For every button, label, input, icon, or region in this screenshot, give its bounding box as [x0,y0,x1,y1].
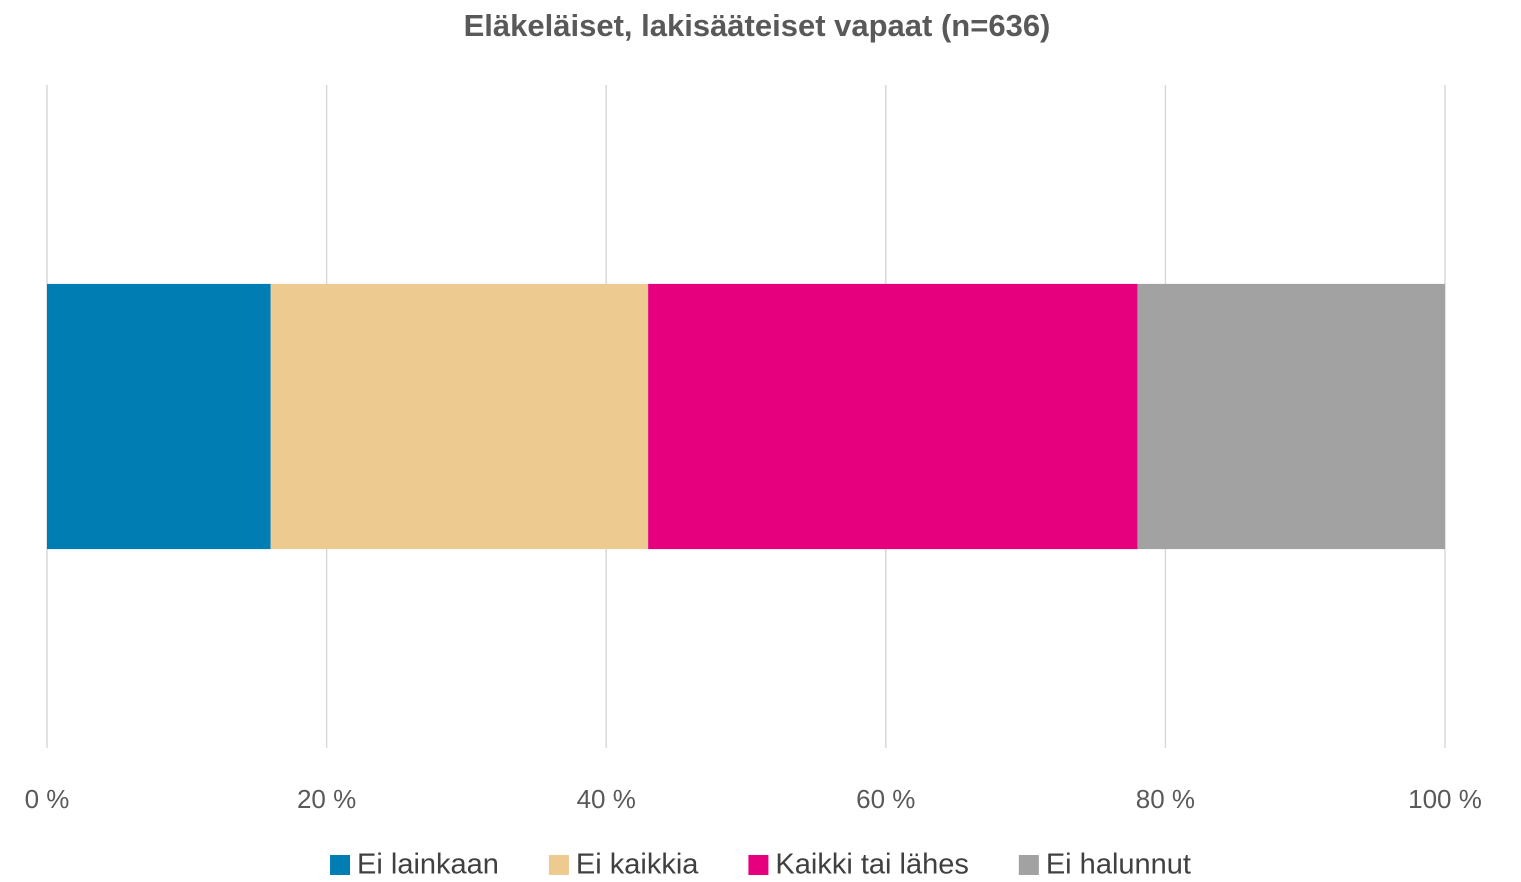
x-tick-label: 80 % [1136,784,1195,814]
legend-label: Kaikki tai lähes [775,849,968,881]
legend-swatch [548,855,569,875]
legend-label: Ei lainkaan [357,849,499,881]
x-tick-label: 60 % [856,784,915,814]
bar-segment [270,283,649,550]
chart-title: Eläkeläiset, lakisääteiset vapaat (n=636… [464,8,1051,43]
legend-label: Ei kaikkia [576,849,699,881]
bar-segment [1137,283,1445,550]
legend-swatch [1018,855,1039,875]
x-tick-label: 40 % [577,784,636,814]
x-tick-label: 100 % [1408,784,1482,814]
legend-label: Ei halunnut [1046,849,1191,881]
legend-swatch [330,855,351,875]
bar-segment [648,283,1138,550]
bar-segment [47,283,271,550]
legend-swatch [748,855,769,875]
x-tick-label: 0 % [25,784,70,814]
x-tick-label: 20 % [297,784,356,814]
